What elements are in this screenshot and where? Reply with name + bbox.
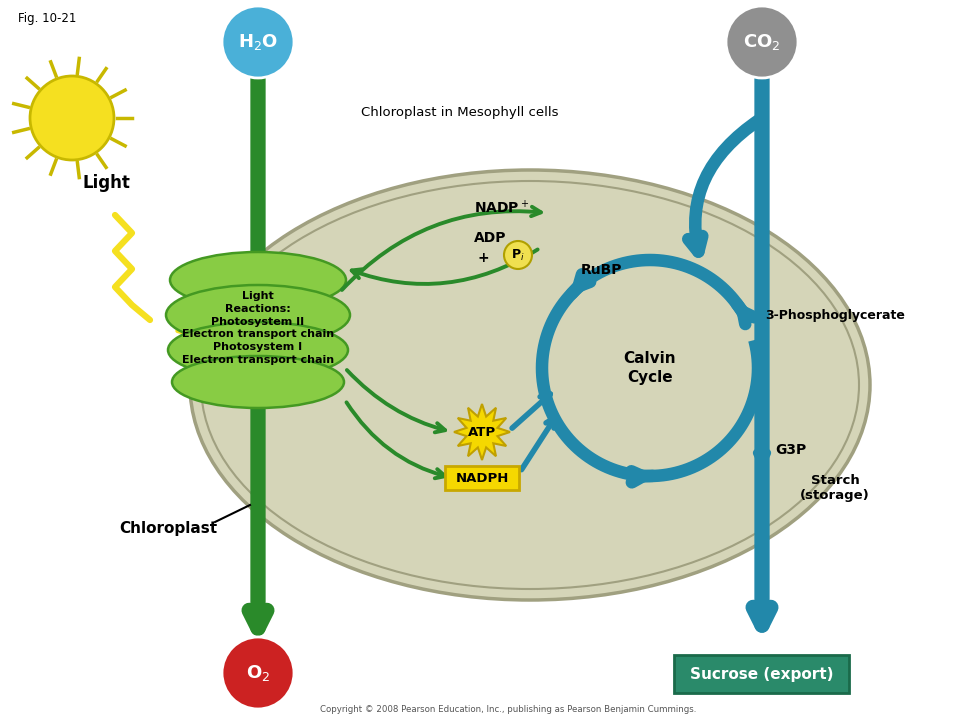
- Ellipse shape: [166, 285, 350, 345]
- Text: ADP: ADP: [473, 231, 506, 245]
- Text: O$_2$: O$_2$: [246, 663, 270, 683]
- Text: +: +: [477, 251, 489, 265]
- Text: CO$_2$: CO$_2$: [743, 32, 780, 52]
- Text: Light: Light: [82, 174, 130, 192]
- Text: Starch
(storage): Starch (storage): [800, 474, 870, 502]
- FancyBboxPatch shape: [445, 466, 519, 490]
- Text: Chloroplast in Mesophyll cells: Chloroplast in Mesophyll cells: [361, 106, 559, 119]
- Text: Light
Reactions:
Photosystem II
Electron transport chain
Photosystem I
Electron : Light Reactions: Photosystem II Electron…: [182, 291, 334, 365]
- Text: Sucrose (export): Sucrose (export): [690, 667, 833, 682]
- Circle shape: [504, 241, 532, 269]
- Text: 3-Phosphoglycerate: 3-Phosphoglycerate: [765, 308, 905, 322]
- Text: H$_2$O: H$_2$O: [238, 32, 278, 52]
- Text: P$_i$: P$_i$: [511, 248, 525, 263]
- Ellipse shape: [170, 252, 346, 308]
- Ellipse shape: [190, 170, 870, 600]
- FancyBboxPatch shape: [675, 655, 850, 693]
- Ellipse shape: [168, 322, 348, 378]
- Text: Chloroplast: Chloroplast: [119, 521, 217, 536]
- Text: RuBP: RuBP: [581, 263, 623, 277]
- Text: ATP: ATP: [468, 426, 496, 438]
- Text: G3P: G3P: [775, 443, 806, 457]
- Text: Fig. 10-21: Fig. 10-21: [18, 12, 77, 25]
- Ellipse shape: [172, 356, 344, 408]
- Circle shape: [222, 6, 294, 78]
- Text: Calvin
Cycle: Calvin Cycle: [624, 351, 676, 384]
- Circle shape: [30, 76, 114, 160]
- Text: NADP$^+$: NADP$^+$: [474, 199, 530, 217]
- Text: NADPH: NADPH: [455, 472, 509, 485]
- Text: Copyright © 2008 Pearson Education, Inc., publishing as Pearson Benjamin Cumming: Copyright © 2008 Pearson Education, Inc.…: [320, 706, 696, 714]
- Circle shape: [726, 6, 798, 78]
- Polygon shape: [454, 404, 510, 460]
- Circle shape: [222, 637, 294, 709]
